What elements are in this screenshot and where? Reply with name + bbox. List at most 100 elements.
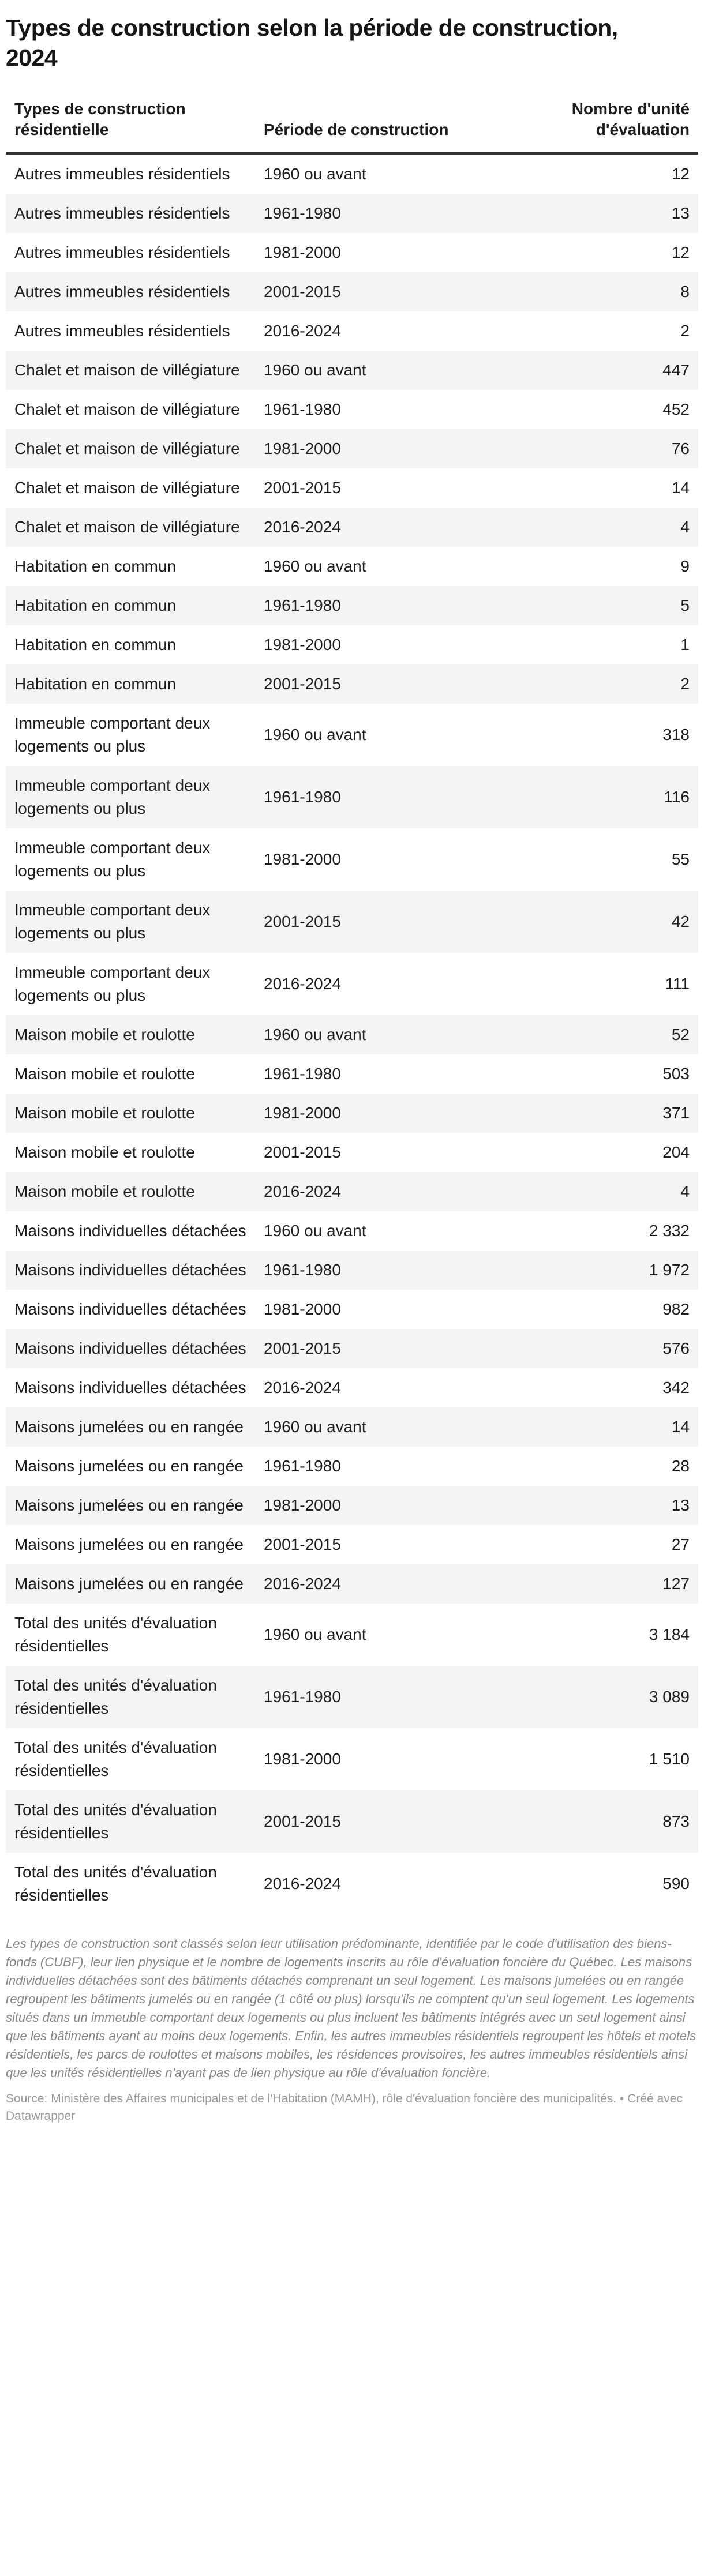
table-row: Autres immeubles résidentiels 2016-2024 … xyxy=(6,311,698,351)
datawrapper-table-chart: Types de construction selon la période d… xyxy=(6,14,698,2125)
cell-construction-type: Maisons jumelées ou en rangée xyxy=(14,1456,244,1475)
cell-construction-type: Immeuble comportant deux logements ou pl… xyxy=(14,714,211,755)
table-row: Total des unités d'évaluation résidentie… xyxy=(6,1728,698,1790)
chart-source-line: Source: Ministère des Affaires municipal… xyxy=(6,2090,698,2125)
cell-construction-period: 1981-2000 xyxy=(264,635,341,654)
cell-evaluation-units: 447 xyxy=(662,361,690,379)
table-row: Habitation en commun 2001-2015 2 xyxy=(6,664,698,704)
cell-construction-type: Chalet et maison de villégiature xyxy=(14,478,240,497)
table-row: Maisons jumelées ou en rangée 1960 ou av… xyxy=(6,1407,698,1447)
cell-construction-period: 2016-2024 xyxy=(264,1182,341,1200)
cell-construction-type: Chalet et maison de villégiature xyxy=(14,400,240,418)
cell-construction-type: Maison mobile et roulotte xyxy=(14,1143,195,1161)
cell-evaluation-units: 5 xyxy=(680,596,690,614)
cell-construction-type: Habitation en commun xyxy=(14,635,177,654)
cell-construction-type: Maison mobile et roulotte xyxy=(14,1182,195,1200)
cell-construction-type: Maison mobile et roulotte xyxy=(14,1064,195,1083)
cell-construction-type: Autres immeubles résidentiels xyxy=(14,243,230,261)
cell-evaluation-units: 52 xyxy=(671,1025,690,1043)
table-row: Chalet et maison de villégiature 1961-19… xyxy=(6,390,698,429)
data-table: Types de construction résidentielle Péri… xyxy=(6,99,698,1915)
table-row: Maisons jumelées ou en rangée 1961-1980 … xyxy=(6,1447,698,1486)
cell-evaluation-units: 503 xyxy=(662,1064,690,1083)
table-row: Habitation en commun 1981-2000 1 xyxy=(6,625,698,664)
cell-construction-type: Total des unités d'évaluation résidentie… xyxy=(14,1676,217,1717)
cell-construction-period: 1960 ou avant xyxy=(264,1221,366,1240)
cell-construction-type: Maisons individuelles détachées xyxy=(14,1339,246,1357)
cell-construction-period: 2001-2015 xyxy=(264,282,341,301)
table-row: Autres immeubles résidentiels 1981-2000 … xyxy=(6,233,698,272)
cell-construction-type: Immeuble comportant deux logements ou pl… xyxy=(14,776,211,817)
cell-construction-type: Total des unités d'évaluation résidentie… xyxy=(14,1738,217,1779)
cell-construction-period: 1960 ou avant xyxy=(264,361,366,379)
table-row: Maisons individuelles détachées 2016-202… xyxy=(6,1368,698,1407)
cell-construction-period: 1961-1980 xyxy=(264,1064,341,1083)
cell-construction-type: Maisons jumelées ou en rangée xyxy=(14,1574,244,1593)
cell-construction-type: Autres immeubles résidentiels xyxy=(14,164,230,183)
cell-construction-period: 1961-1980 xyxy=(264,596,341,614)
cell-construction-type: Total des unités d'évaluation résidentie… xyxy=(14,1862,217,1904)
cell-evaluation-units: 27 xyxy=(671,1535,690,1553)
cell-construction-type: Maisons individuelles détachées xyxy=(14,1300,246,1318)
cell-construction-type: Total des unités d'évaluation résidentie… xyxy=(14,1613,217,1655)
cell-construction-type: Chalet et maison de villégiature xyxy=(14,361,240,379)
table-row: Maisons jumelées ou en rangée 2001-2015 … xyxy=(6,1525,698,1564)
cell-construction-period: 1960 ou avant xyxy=(264,164,366,183)
table-body: Autres immeubles résidentiels 1960 ou av… xyxy=(6,153,698,1915)
cell-evaluation-units: 342 xyxy=(662,1378,690,1396)
table-header: Types de construction résidentielle Péri… xyxy=(6,99,698,153)
cell-construction-type: Chalet et maison de villégiature xyxy=(14,439,240,457)
column-header-construction-period: Période de construction xyxy=(264,121,449,139)
cell-construction-type: Maison mobile et roulotte xyxy=(14,1025,195,1043)
table-row: Chalet et maison de villégiature 1981-20… xyxy=(6,429,698,468)
cell-construction-period: 1960 ou avant xyxy=(264,725,366,743)
cell-evaluation-units: 1 510 xyxy=(649,1749,690,1768)
cell-construction-period: 1981-2000 xyxy=(264,1749,341,1768)
chart-title: Types de construction selon la période d… xyxy=(6,14,618,72)
table-row: Habitation en commun 1961-1980 5 xyxy=(6,585,698,625)
cell-construction-type: Maisons individuelles détachées xyxy=(14,1378,246,1396)
cell-construction-type: Immeuble comportant deux logements ou pl… xyxy=(14,838,211,880)
table-row: Total des unités d'évaluation résidentie… xyxy=(6,1604,698,1666)
cell-construction-type: Maisons jumelées ou en rangée xyxy=(14,1496,244,1514)
table-row: Immeuble comportant deux logements ou pl… xyxy=(6,704,698,766)
cell-evaluation-units: 76 xyxy=(671,439,690,457)
cell-evaluation-units: 13 xyxy=(671,204,690,222)
cell-construction-period: 2016-2024 xyxy=(264,517,341,536)
cell-construction-period: 1960 ou avant xyxy=(264,1625,366,1643)
cell-construction-period: 1960 ou avant xyxy=(264,557,366,575)
table-row: Chalet et maison de villégiature 2001-20… xyxy=(6,468,698,508)
cell-construction-period: 1981-2000 xyxy=(264,1103,341,1122)
cell-evaluation-units: 2 xyxy=(680,321,690,340)
table-header-row: Types de construction résidentielle Péri… xyxy=(6,99,698,153)
source-label: Source: xyxy=(6,2091,48,2105)
cell-construction-period: 1961-1980 xyxy=(264,1456,341,1475)
cell-construction-period: 1961-1980 xyxy=(264,400,341,418)
table-row: Maisons individuelles détachées 2001-201… xyxy=(6,1328,698,1368)
table-row: Maisons individuelles détachées 1961-198… xyxy=(6,1250,698,1290)
cell-construction-type: Immeuble comportant deux logements ou pl… xyxy=(14,963,211,1004)
cell-construction-period: 1981-2000 xyxy=(264,1496,341,1514)
cell-evaluation-units: 3 184 xyxy=(649,1625,690,1643)
cell-evaluation-units: 318 xyxy=(662,725,690,743)
table-row: Maisons jumelées ou en rangée 2016-2024 … xyxy=(6,1564,698,1604)
cell-evaluation-units: 116 xyxy=(664,787,690,806)
table-row: Habitation en commun 1960 ou avant 9 xyxy=(6,547,698,586)
table-row: Autres immeubles résidentiels 1960 ou av… xyxy=(6,153,698,194)
datawrapper-credit-link[interactable]: Créé avec Datawrapper xyxy=(6,2091,683,2123)
cell-construction-period: 1960 ou avant xyxy=(264,1025,366,1043)
table-row: Autres immeubles résidentiels 1961-1980 … xyxy=(6,193,698,233)
cell-construction-type: Habitation en commun xyxy=(14,596,177,614)
cell-construction-period: 2016-2024 xyxy=(264,321,341,340)
cell-construction-period: 2001-2015 xyxy=(264,1339,341,1357)
table-row: Maison mobile et roulotte 1961-1980 503 xyxy=(6,1054,698,1094)
cell-construction-period: 2001-2015 xyxy=(264,674,341,693)
cell-evaluation-units: 14 xyxy=(671,478,690,497)
cell-evaluation-units: 1 972 xyxy=(649,1260,690,1279)
table-row: Chalet et maison de villégiature 1960 ou… xyxy=(6,350,698,390)
table-row: Autres immeubles résidentiels 2001-2015 … xyxy=(6,272,698,311)
cell-evaluation-units: 1 xyxy=(680,635,690,654)
cell-evaluation-units: 982 xyxy=(662,1300,690,1318)
cell-construction-type: Chalet et maison de villégiature xyxy=(14,517,240,536)
cell-evaluation-units: 371 xyxy=(662,1103,690,1122)
